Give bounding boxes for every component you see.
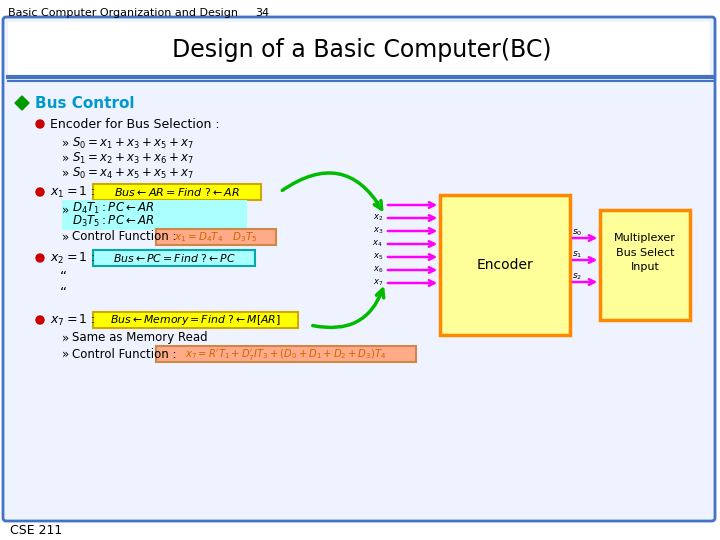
Text: »: »	[62, 231, 69, 244]
Text: Same as Memory Read: Same as Memory Read	[72, 332, 207, 345]
FancyArrowPatch shape	[312, 289, 384, 328]
Text: Input: Input	[631, 262, 660, 272]
Text: $x_3$: $x_3$	[372, 226, 383, 237]
Text: »: »	[62, 152, 69, 165]
Text: $x_1 = D_4T_4$   $D_3T_5$: $x_1 = D_4T_4$ $D_3T_5$	[174, 230, 258, 244]
Text: $x_5$: $x_5$	[373, 252, 383, 262]
Circle shape	[36, 188, 44, 196]
Text: Control Function :: Control Function :	[72, 231, 176, 244]
Text: $s_2$: $s_2$	[572, 272, 582, 282]
FancyBboxPatch shape	[440, 195, 570, 335]
Text: $x_1 = 1$ :: $x_1 = 1$ :	[50, 185, 96, 200]
Text: Control Function :: Control Function :	[72, 348, 176, 361]
Text: $Bus \leftarrow Memory = Find\ ? \leftarrow M[AR]$: $Bus \leftarrow Memory = Find\ ? \leftar…	[109, 313, 280, 327]
FancyBboxPatch shape	[156, 346, 416, 362]
Text: “: “	[60, 286, 67, 300]
Text: $x_4$: $x_4$	[372, 239, 383, 249]
FancyBboxPatch shape	[3, 17, 715, 521]
FancyBboxPatch shape	[93, 184, 261, 200]
Text: $D_4T_1 : PC \leftarrow AR$: $D_4T_1 : PC \leftarrow AR$	[72, 200, 155, 215]
Text: »: »	[62, 332, 69, 345]
Text: $s_0$: $s_0$	[572, 228, 582, 238]
FancyBboxPatch shape	[62, 200, 247, 230]
Text: Encoder: Encoder	[477, 258, 534, 272]
Text: “: “	[60, 270, 67, 284]
Polygon shape	[15, 96, 29, 110]
Text: Basic Computer Organization and Design: Basic Computer Organization and Design	[8, 8, 238, 18]
Circle shape	[36, 316, 44, 324]
Text: $D_3T_5 : PC \leftarrow AR$: $D_3T_5 : PC \leftarrow AR$	[72, 213, 155, 228]
Text: 34: 34	[255, 8, 269, 18]
Text: $S_1 = x_2 + x_3 + x_6 + x_7$: $S_1 = x_2 + x_3 + x_6 + x_7$	[72, 151, 194, 166]
FancyArrowPatch shape	[282, 173, 382, 210]
Text: $x_7 = R'T_1 + D_7'IT_3 + (D_0 + D_1 + D_2 + D_3)T_4$: $x_7 = R'T_1 + D_7'IT_3 + (D_0 + D_1 + D…	[185, 347, 387, 361]
Text: $S_0 = x_1 + x_3 + x_5 + x_7$: $S_0 = x_1 + x_3 + x_5 + x_7$	[72, 136, 194, 151]
Text: Design of a Basic Computer(BC): Design of a Basic Computer(BC)	[172, 38, 552, 62]
Text: $S_0 = x_4 + x_5 + x_5 + x_7$: $S_0 = x_4 + x_5 + x_5 + x_7$	[72, 165, 194, 180]
Text: CSE 211: CSE 211	[10, 523, 62, 537]
Text: »: »	[62, 204, 69, 217]
Text: $x_2 = 1$ :: $x_2 = 1$ :	[50, 251, 96, 266]
FancyBboxPatch shape	[93, 250, 255, 266]
Text: $x_6$: $x_6$	[372, 265, 383, 275]
Text: $x_7 = 1$ :: $x_7 = 1$ :	[50, 313, 96, 328]
Circle shape	[36, 254, 44, 262]
Text: Encoder for Bus Selection :: Encoder for Bus Selection :	[50, 118, 220, 131]
Text: »: »	[62, 166, 69, 179]
Text: $Bus \leftarrow AR = Find\ ? \leftarrow AR$: $Bus \leftarrow AR = Find\ ? \leftarrow …	[114, 186, 240, 198]
Text: Bus Control: Bus Control	[35, 96, 135, 111]
FancyBboxPatch shape	[93, 312, 298, 328]
Text: $x_2$: $x_2$	[373, 213, 383, 223]
Text: Multiplexer: Multiplexer	[614, 233, 676, 243]
Text: »: »	[62, 137, 69, 150]
Text: $s_1$: $s_1$	[572, 249, 582, 260]
Circle shape	[36, 120, 44, 128]
Text: $x_1$: $x_1$	[373, 200, 383, 210]
Text: $Bus \leftarrow PC = Find\ ? \leftarrow PC$: $Bus \leftarrow PC = Find\ ? \leftarrow …	[112, 252, 235, 264]
Text: $x_7$: $x_7$	[372, 278, 383, 288]
Text: Bus Select: Bus Select	[616, 248, 674, 258]
FancyBboxPatch shape	[156, 229, 276, 245]
Bar	[8, 22, 710, 77]
FancyBboxPatch shape	[600, 210, 690, 320]
Text: »: »	[62, 348, 69, 361]
